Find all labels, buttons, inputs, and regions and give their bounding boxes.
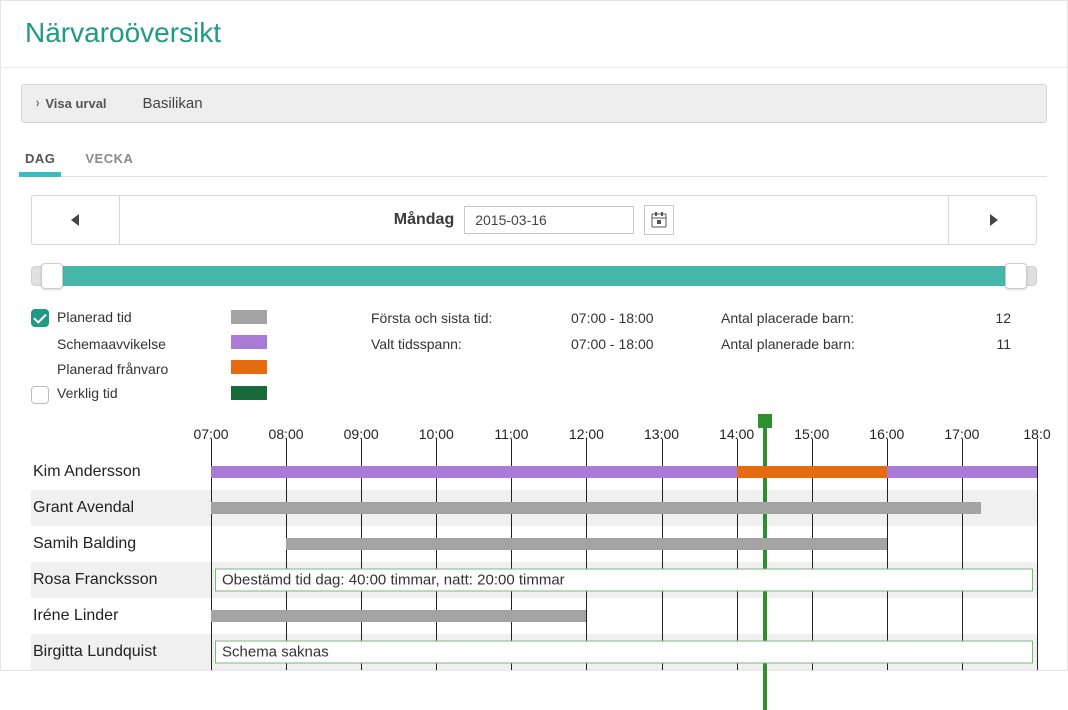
legend-swatch bbox=[231, 386, 267, 400]
person-name: Kim Andersson bbox=[31, 463, 211, 481]
legend-item: Verklig tid bbox=[31, 385, 231, 403]
tabs: DAG VECKA bbox=[21, 145, 1047, 177]
timeline-track bbox=[211, 526, 1037, 562]
stat-label: Antal planerade barn: bbox=[721, 336, 941, 352]
hour-label: 10:00 bbox=[419, 426, 454, 442]
content: › Visa urval Basilikan DAG VECKA Måndag bbox=[1, 68, 1067, 670]
date-input[interactable] bbox=[464, 206, 634, 234]
person-name: Samih Balding bbox=[31, 535, 211, 553]
legend-item: Planerad frånvaro bbox=[31, 361, 231, 377]
stat-label: Första och sista tid: bbox=[371, 310, 571, 326]
prev-day-button[interactable] bbox=[32, 196, 120, 244]
timeline-track bbox=[211, 598, 1037, 634]
timeline-bar-planned[interactable] bbox=[211, 610, 586, 622]
stat-label: Antal placerade barn: bbox=[721, 310, 941, 326]
hour-label: 11:00 bbox=[494, 426, 528, 442]
selection-bar: › Visa urval Basilikan bbox=[21, 84, 1047, 123]
legend-checkbox[interactable] bbox=[31, 309, 49, 327]
timeline-bar-planned[interactable] bbox=[211, 502, 981, 514]
legend-label: Planerad tid bbox=[57, 309, 132, 325]
hour-label: 09:00 bbox=[344, 426, 379, 442]
timeline-bar-deviation[interactable] bbox=[887, 466, 1037, 478]
hour-label: 18:0 bbox=[1023, 426, 1050, 442]
slider-fill bbox=[59, 266, 1009, 286]
timeline-note: Schema saknas bbox=[215, 640, 1033, 663]
next-day-button[interactable] bbox=[948, 196, 1036, 244]
calendar-icon bbox=[651, 212, 667, 228]
chevron-right-icon: › bbox=[36, 96, 39, 111]
page-title: Närvaroöversikt bbox=[1, 1, 1067, 68]
timeline-row: Kim Andersson bbox=[31, 454, 1037, 490]
page: Närvaroöversikt › Visa urval Basilikan D… bbox=[0, 0, 1068, 671]
tab-vecka[interactable]: VECKA bbox=[81, 145, 137, 176]
legend-swatch bbox=[231, 360, 267, 374]
person-name: Rosa Francksson bbox=[31, 571, 211, 589]
timeline-row: Samih Balding bbox=[31, 526, 1037, 562]
stat-value: 11 bbox=[941, 336, 1011, 352]
timeline-track bbox=[211, 454, 1037, 490]
timeline-row: Grant Avendal bbox=[31, 490, 1037, 526]
timeline-rows: Kim Andersson Grant Avendal Samih Balding R… bbox=[31, 454, 1037, 670]
hour-label: 07:00 bbox=[193, 426, 228, 442]
hour-label: 15:00 bbox=[794, 426, 829, 442]
day-name: Måndag bbox=[394, 211, 454, 229]
gridline bbox=[1037, 439, 1038, 670]
slider-handle-start[interactable] bbox=[41, 263, 63, 289]
legend-swatch bbox=[231, 335, 267, 349]
hour-label: 13:00 bbox=[644, 426, 679, 442]
hour-label: 14:00 bbox=[719, 426, 754, 442]
triangle-left-icon bbox=[71, 214, 81, 226]
date-center: Måndag bbox=[120, 196, 948, 244]
time-slider bbox=[31, 263, 1037, 289]
legend-checkbox[interactable] bbox=[31, 386, 49, 404]
stat-label: Valt tidsspann: bbox=[371, 336, 571, 352]
legend-label: Schemaavvikelse bbox=[57, 336, 166, 352]
timeline-hours: 07:0008:0009:0010:0011:0012:0013:0014:00… bbox=[211, 426, 1037, 454]
hour-label: 17:00 bbox=[944, 426, 979, 442]
tab-dag[interactable]: DAG bbox=[21, 145, 59, 176]
legend-swatch bbox=[231, 310, 267, 324]
person-name: Grant Avendal bbox=[31, 499, 211, 517]
timeline-bar-absence[interactable] bbox=[737, 466, 887, 478]
legend-label: Verklig tid bbox=[57, 385, 118, 401]
legend-item: Planerad tid bbox=[31, 309, 231, 327]
timeline-bar-planned[interactable] bbox=[286, 538, 887, 550]
hour-label: 12:00 bbox=[569, 426, 604, 442]
timeline-note: Obestämd tid dag: 40:00 timmar, natt: 20… bbox=[215, 568, 1033, 591]
hour-label: 08:00 bbox=[269, 426, 304, 442]
stat-value: 07:00 - 18:00 bbox=[571, 336, 721, 352]
timeline-track bbox=[211, 490, 1037, 526]
legend-label: Planerad frånvaro bbox=[57, 361, 168, 377]
legend-stats: Planerad tid Första och sista tid:07:00 -… bbox=[31, 309, 1037, 404]
legend-item: Schemaavvikelse bbox=[31, 336, 231, 352]
timeline: 07:00 08:00 09:00 10:00 11:00 12:00 13:00 14:00… bbox=[31, 426, 1037, 670]
calendar-button[interactable] bbox=[644, 205, 674, 235]
hour-label: 16:00 bbox=[869, 426, 904, 442]
triangle-right-icon bbox=[988, 214, 998, 226]
timeline-row: Iréne Linder bbox=[31, 598, 1037, 634]
timeline-track: Obestämd tid dag: 40:00 timmar, natt: 20… bbox=[211, 562, 1037, 598]
stat-value: 07:00 - 18:00 bbox=[571, 310, 721, 326]
person-name: Birgitta Lundquist bbox=[31, 643, 211, 661]
slider-handle-end[interactable] bbox=[1005, 263, 1027, 289]
person-name: Iréne Linder bbox=[31, 607, 211, 625]
selection-value: Basilikan bbox=[143, 95, 203, 112]
stat-value: 12 bbox=[941, 310, 1011, 326]
timeline-header: 07:00 08:00 09:00 10:00 11:00 12:00 13:00 14:00… bbox=[31, 426, 1037, 454]
timeline-row: Birgitta LundquistSchema saknas bbox=[31, 634, 1037, 670]
selection-toggle[interactable]: › Visa urval bbox=[36, 96, 107, 111]
date-nav: Måndag bbox=[31, 195, 1037, 245]
timeline-row: Rosa FranckssonObestämd tid dag: 40:00 t… bbox=[31, 562, 1037, 598]
selection-toggle-label: Visa urval bbox=[45, 96, 106, 111]
timeline-bar-deviation[interactable] bbox=[211, 466, 737, 478]
timeline-track: Schema saknas bbox=[211, 634, 1037, 670]
